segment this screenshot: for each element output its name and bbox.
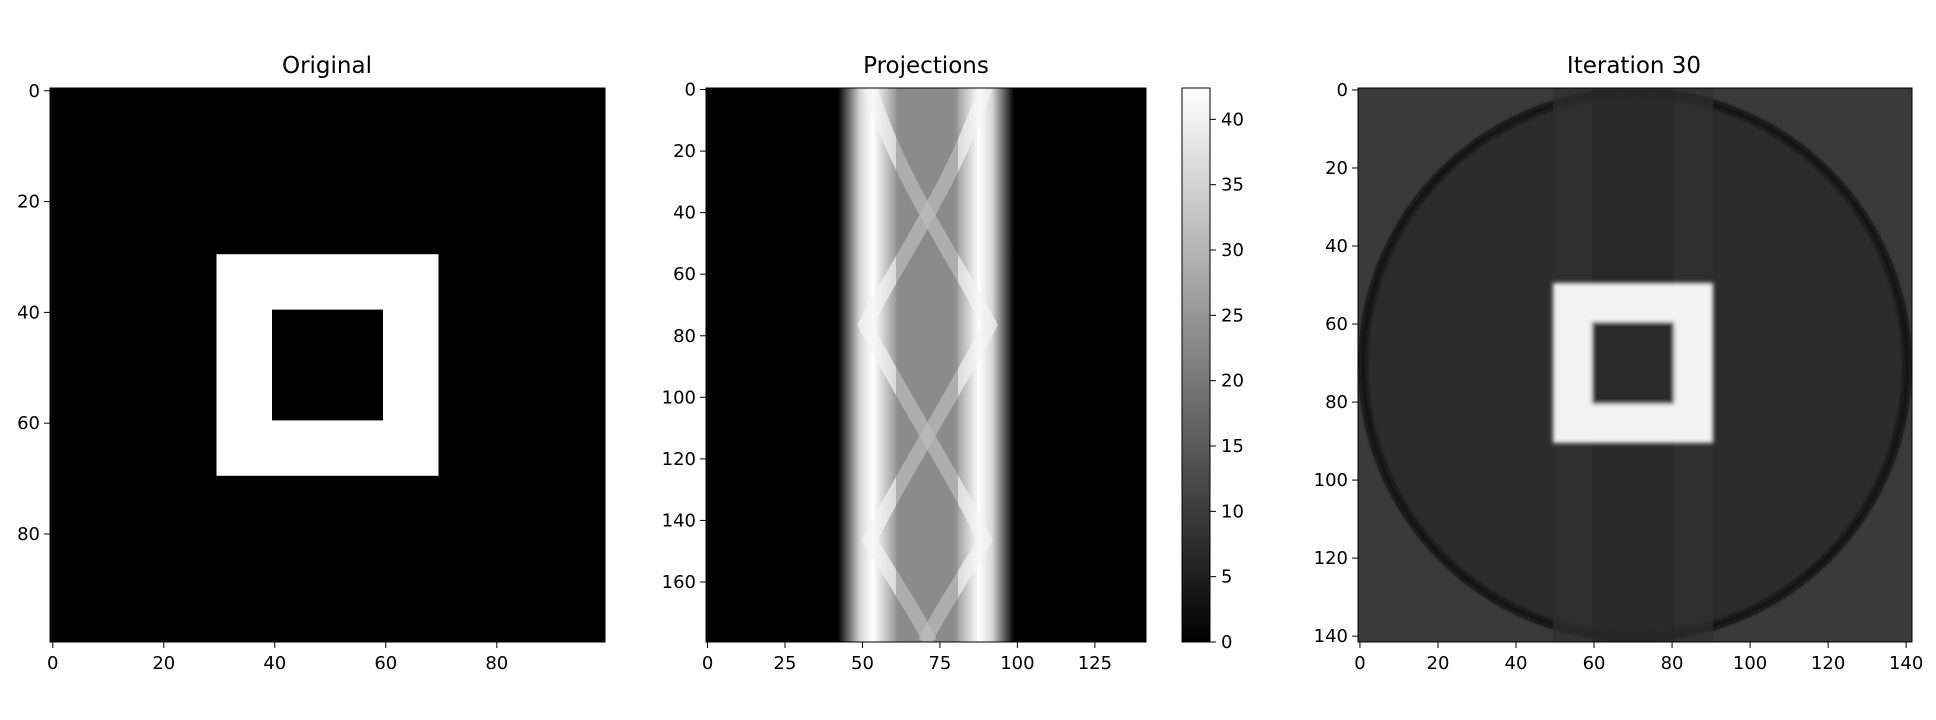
- colorbar-tick-label: 35: [1221, 175, 1244, 196]
- x-tick-label: 120: [1811, 653, 1845, 674]
- y-tick-label: 40: [1325, 236, 1348, 257]
- y-tick-label: 60: [1325, 314, 1348, 335]
- y-tick-label: 80: [1325, 392, 1348, 413]
- panel-title-iteration: Iteration 30: [1567, 53, 1701, 79]
- y-axis: 0 20 40 60 80 100 120 140: [1314, 80, 1358, 647]
- y-axis: 0 20 40 60 80: [17, 81, 50, 545]
- image-regions: [216, 254, 439, 476]
- y-tick-label: 100: [662, 387, 696, 408]
- y-tick-label: 140: [1314, 626, 1348, 647]
- colorbar-tick-label: 40: [1221, 109, 1244, 130]
- y-tick-label: 120: [1314, 548, 1348, 569]
- x-tick-label: 40: [1505, 653, 1528, 674]
- y-tick-label: 40: [17, 302, 40, 323]
- x-tick-label: 125: [1078, 653, 1112, 674]
- panel-iteration: Iteration 30 0 20 40 60 80 100 120 140 0 20 40 60 8…: [1314, 53, 1924, 674]
- y-tick-label: 60: [17, 413, 40, 434]
- y-tick-label: 20: [673, 141, 696, 162]
- y-tick-label: 20: [17, 192, 40, 213]
- y-tick-label: 0: [29, 81, 40, 102]
- panel-title-projections: Projections: [863, 53, 989, 79]
- axes-frame: [49, 87, 606, 643]
- x-tick-label: 0: [1354, 653, 1365, 674]
- colorbar-tick-label: 20: [1221, 371, 1244, 392]
- colorbar-ticks: 0 5 10 15 20 25 30 35 40: [1210, 109, 1244, 653]
- x-tick-label: 100: [1733, 653, 1767, 674]
- y-tick-label: 20: [1325, 158, 1348, 179]
- axes-frame: [1357, 87, 1913, 643]
- x-axis: 0 20 40 60 80: [47, 642, 508, 674]
- image-iteration: [1358, 88, 1912, 642]
- x-axis: 0 20 40 60 80 100 120 140: [1354, 642, 1923, 674]
- x-tick-label: 25: [774, 653, 797, 674]
- colorbar: 0 5 10 15 20 25 30 35 40: [1181, 87, 1244, 653]
- colorbar-tick-label: 10: [1221, 501, 1244, 522]
- x-tick-label: 40: [263, 653, 286, 674]
- axes-frame: [705, 87, 1147, 643]
- y-tick-label: 0: [685, 80, 696, 101]
- x-tick-label: 60: [1583, 653, 1606, 674]
- colorbar-gradient: [1181, 87, 1211, 643]
- x-tick-label: 75: [928, 653, 951, 674]
- x-tick-label: 100: [1000, 653, 1034, 674]
- x-tick-label: 80: [1661, 653, 1684, 674]
- image-region: [272, 309, 383, 421]
- x-tick-label: 20: [152, 653, 175, 674]
- x-tick-label: 60: [374, 653, 397, 674]
- y-tick-label: 80: [673, 326, 696, 347]
- x-tick-label: 0: [702, 653, 713, 674]
- y-axis: 0 20 40 60 80 100 120 140 160: [662, 80, 706, 593]
- y-tick-label: 160: [662, 572, 696, 593]
- panel-title-original: Original: [282, 53, 372, 79]
- y-tick-label: 100: [1314, 470, 1348, 491]
- x-tick-label: 20: [1427, 653, 1450, 674]
- colorbar-tick-label: 0: [1221, 632, 1232, 653]
- colorbar-tick-label: 25: [1221, 305, 1244, 326]
- x-tick-label: 80: [485, 653, 508, 674]
- y-tick-label: 40: [673, 203, 696, 224]
- y-tick-label: 80: [17, 524, 40, 545]
- colorbar-tick-label: 15: [1221, 436, 1244, 457]
- x-tick-label: 0: [47, 653, 58, 674]
- panel-projections: Projections 0 25 50 75 100 125 02040608010012…: [662, 53, 1244, 674]
- x-tick-label: 140: [1889, 653, 1923, 674]
- y-tick-label: 140: [662, 510, 696, 531]
- x-axis: 0 25 50 75 100 125: [702, 642, 1112, 674]
- y-tick-label: 120: [662, 449, 696, 470]
- image-projections: [706, 88, 1146, 642]
- colorbar-tick-label: 30: [1221, 240, 1244, 261]
- y-tick-label: 0: [1337, 80, 1348, 101]
- panel-original: Original 0 20 40 60 80 0 20 40 60 80: [17, 53, 606, 674]
- y-tick-label: 60: [673, 264, 696, 285]
- colorbar-tick-label: 5: [1221, 567, 1232, 588]
- x-tick-label: 50: [851, 653, 874, 674]
